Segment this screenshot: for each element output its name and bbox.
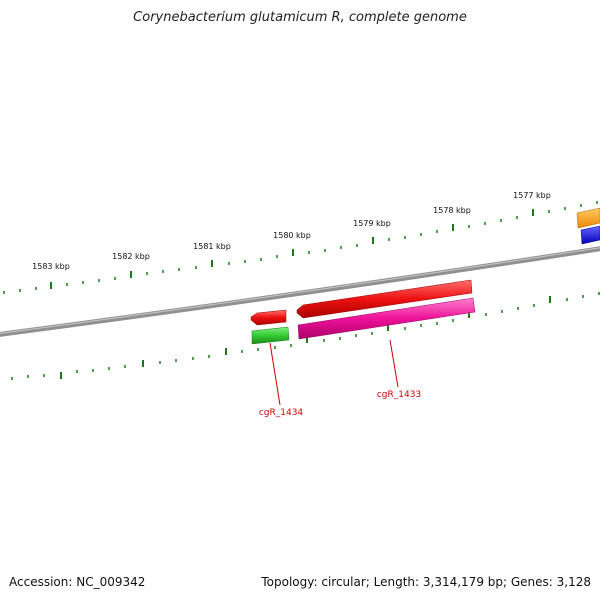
accession-text: Accession: NC_009342 — [9, 575, 146, 589]
kbp-label: 1578 kbp — [433, 206, 471, 215]
leader-line-cgR_1433 — [389, 339, 399, 388]
kbp-label: 1580 kbp — [273, 231, 311, 240]
kbp-label: 1582 kbp — [112, 252, 150, 261]
kbp-label: 1577 kbp — [513, 191, 551, 200]
kbp-label: 1579 kbp — [353, 219, 391, 228]
kbp-label: 1581 kbp — [193, 242, 231, 251]
outer-tick-ring — [3, 201, 598, 294]
gene-blue-feature[interactable] — [580, 225, 600, 245]
gene-cgR_1434[interactable] — [251, 326, 290, 345]
gene-label-cgR_1433[interactable]: cgR_1433 — [377, 390, 421, 400]
inner-tick-ring — [11, 292, 600, 380]
gene-label-cgR_1434[interactable]: cgR_1434 — [259, 408, 304, 418]
gene-arrow-cgR_1433-forward[interactable] — [296, 279, 473, 319]
gene-arrow-cgR_1434-forward[interactable] — [250, 309, 287, 326]
genome-backbone — [0, 246, 600, 337]
leader-line-cgR_1434 — [269, 342, 281, 406]
genome-summary-text: Topology: circular; Length: 3,314,179 bp… — [261, 575, 591, 589]
gene-cgR_1433[interactable] — [297, 297, 476, 340]
map-title: Corynebacterium glutamicum R, complete g… — [133, 10, 467, 25]
gene-orange-feature[interactable] — [576, 207, 600, 229]
kbp-label: 1583 kbp — [32, 262, 70, 271]
